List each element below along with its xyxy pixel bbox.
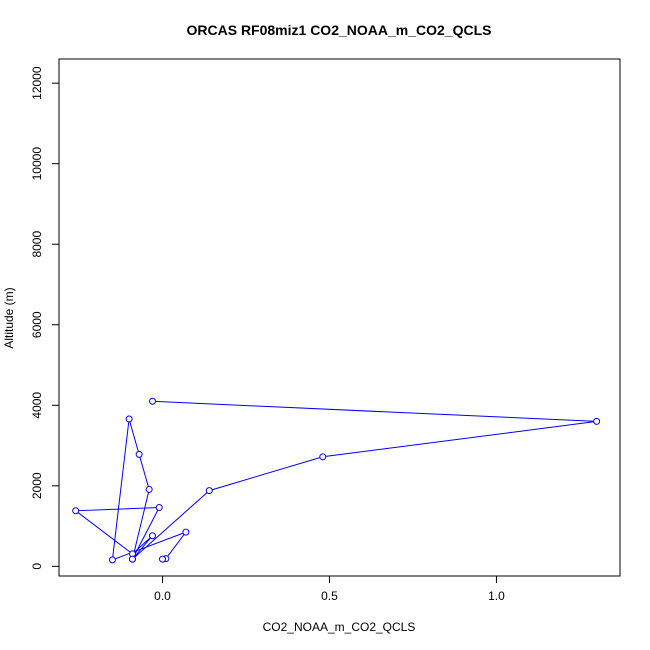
data-point: [319, 453, 327, 461]
y-tick-label: 6000: [30, 311, 44, 338]
data-point: [108, 556, 116, 564]
data-point: [593, 417, 601, 425]
data-point: [72, 507, 80, 515]
y-tick-label: 4000: [30, 392, 44, 419]
y-tick-label: 2000: [30, 472, 44, 499]
data-series: [72, 397, 601, 564]
y-tick-label: 10000: [30, 147, 44, 181]
data-point: [159, 555, 167, 563]
data-point: [135, 450, 143, 458]
data-point: [125, 415, 133, 423]
y-tick-label: 12000: [30, 66, 44, 100]
data-point: [145, 485, 153, 493]
data-point: [182, 528, 190, 536]
data-point: [128, 555, 136, 563]
x-tick-label: 0.0: [154, 589, 171, 603]
x-axis: 0.0 0.5 1.0: [154, 575, 505, 603]
data-point: [149, 532, 156, 540]
data-point: [205, 487, 213, 495]
data-point: [149, 397, 156, 405]
y-axis: 0 2000 4000 6000 8000 10000 12000: [30, 66, 60, 570]
x-axis-label: CO2_NOAA_m_CO2_QCLS: [263, 620, 416, 634]
y-axis-label: Altitude (m): [2, 287, 16, 348]
y-tick-label: 0: [30, 563, 44, 570]
y-tick-label: 8000: [30, 231, 44, 258]
x-tick-label: 1.0: [488, 589, 505, 603]
x-tick-label: 0.5: [321, 589, 338, 603]
plot-frame: [58, 58, 621, 577]
data-point: [155, 504, 163, 512]
chart-title: ORCAS RF08miz1 CO2_NOAA_m_CO2_QCLS: [187, 22, 492, 38]
